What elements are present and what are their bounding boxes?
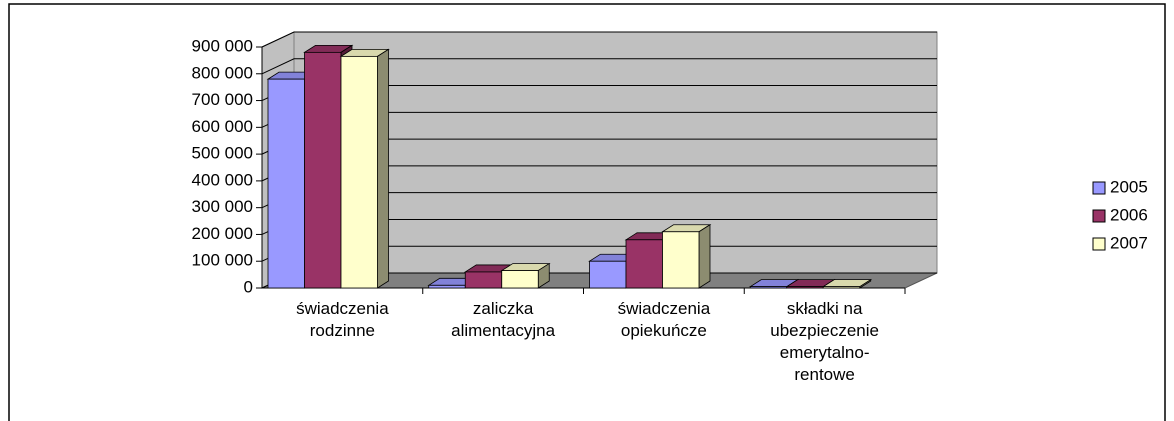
bar [662,231,700,289]
legend-swatch [1092,181,1106,195]
bar [749,286,788,289]
bar [786,286,824,289]
grid-line [261,31,937,48]
legend-label: 2006 [1110,205,1148,224]
bar-side [698,224,711,289]
bar [267,78,305,289]
bar [625,239,663,289]
bar [428,284,466,289]
y-tick-label: 400 000 [192,170,253,189]
x-tick-label: świadczenia rodzinne [296,299,389,340]
bar [340,55,378,289]
legend-swatch [1092,237,1106,251]
y-tick-label: 100 000 [192,251,253,270]
legend-swatch [1092,209,1106,223]
grid-line [261,58,937,75]
bar [501,270,539,289]
y-tick-label: 300 000 [192,197,253,216]
bar [589,260,627,289]
y-tick-label: 200 000 [192,224,253,243]
y-tick-label: 600 000 [192,117,253,136]
bar-side [377,48,389,289]
y-tick-label: 0 [244,277,253,296]
x-tick-label: zaliczka alimentacyjna [451,299,556,340]
bar [464,271,503,289]
y-tick-label: 900 000 [192,36,253,55]
x-tick-label: składki na ubezpieczenie emerytalno-rent… [770,299,879,384]
legend-label: 2005 [1110,177,1148,196]
x-tick-label: świadczenia opiekuńcze [617,299,711,340]
y-tick-label: 700 000 [192,90,253,109]
legend-label: 2007 [1110,233,1148,252]
chart-border [8,3,1166,421]
bar [822,286,861,289]
y-tick-label: 500 000 [192,144,253,163]
back-wall [293,31,938,274]
bar [304,51,342,289]
y-tick-label: 800 000 [192,63,253,82]
